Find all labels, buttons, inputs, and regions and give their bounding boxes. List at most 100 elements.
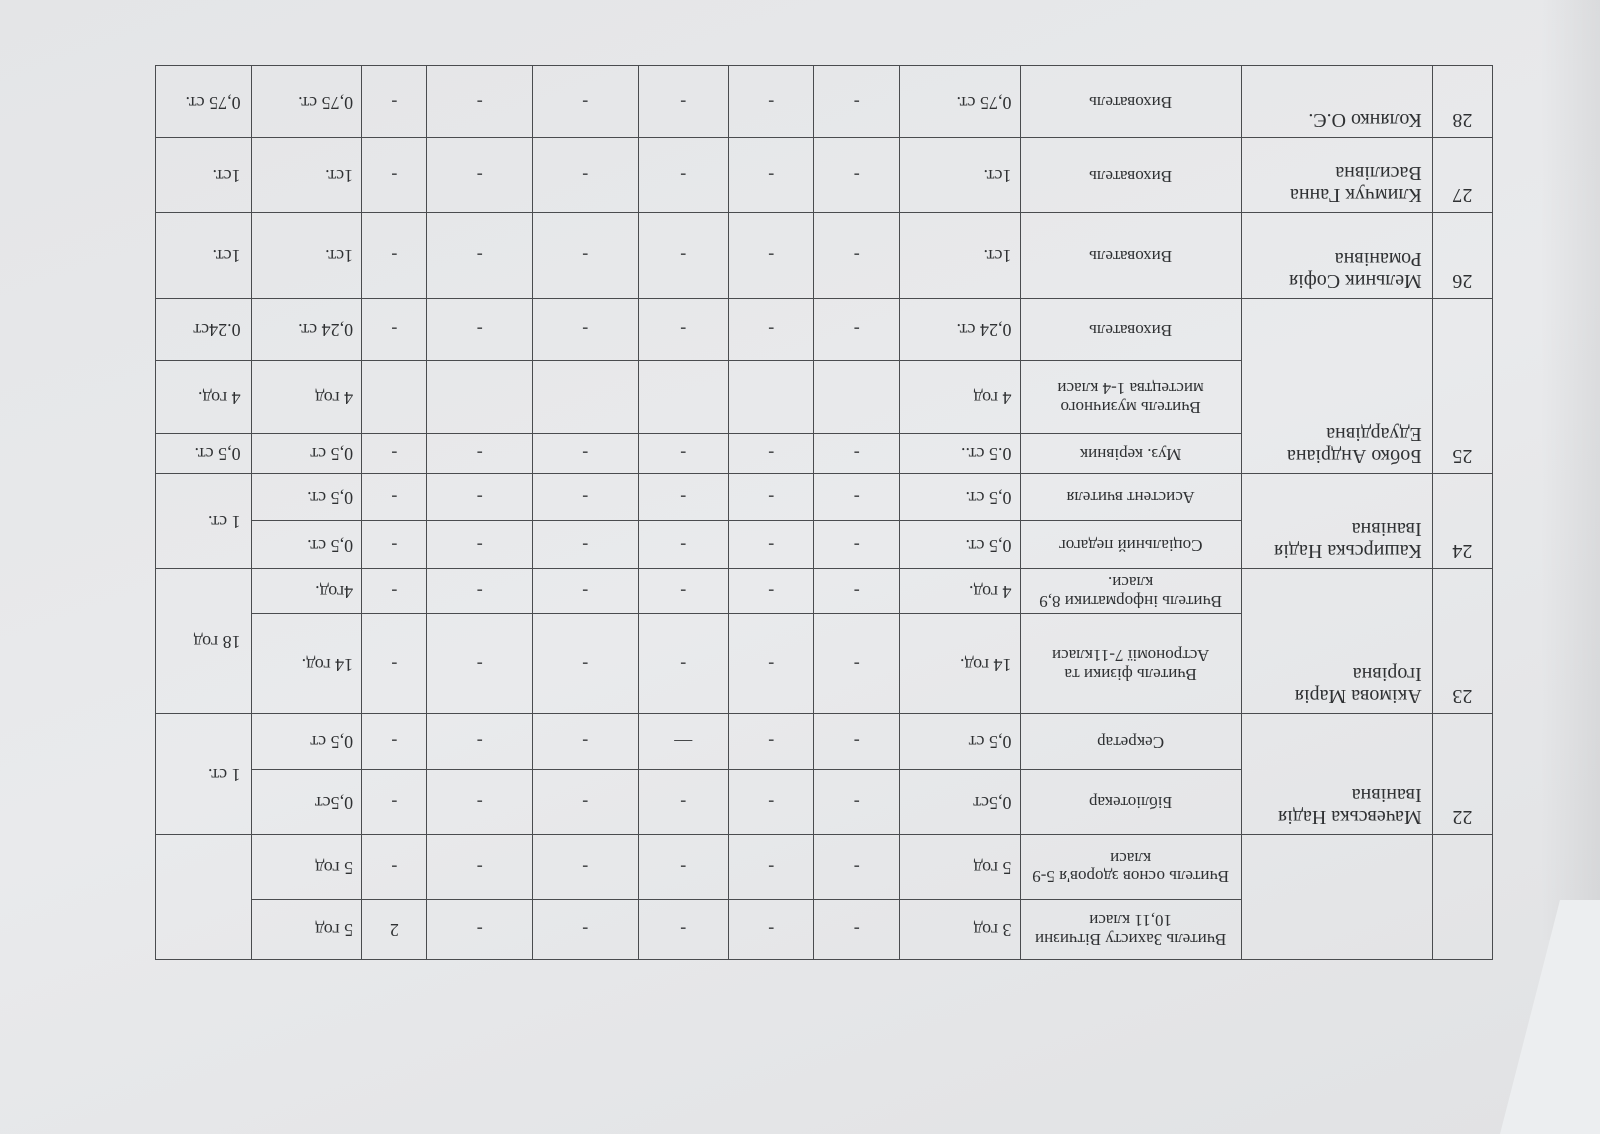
workload-cell: - bbox=[813, 713, 900, 770]
workload-cell: - bbox=[426, 613, 533, 714]
workload-cell: - bbox=[638, 613, 729, 714]
workload-cell: - bbox=[532, 473, 639, 521]
workload-cell: - bbox=[361, 769, 427, 835]
workload-cell: - bbox=[728, 473, 814, 521]
workload-cell: - bbox=[361, 137, 427, 213]
position-title: Вчитель інформатики 8,9 класи. bbox=[1020, 568, 1242, 614]
staff-workload-table: Вчитель Захисту Вітчизни 10,11 класи 3 го… bbox=[155, 65, 1493, 960]
workload-value: 4 год bbox=[899, 360, 1021, 434]
workload-cell: - bbox=[638, 298, 729, 361]
position-title: Секретар bbox=[1020, 713, 1242, 770]
workload-value: 0,5ст bbox=[899, 769, 1021, 835]
row-number: 25 bbox=[1432, 298, 1493, 474]
row-number: 26 bbox=[1432, 212, 1493, 299]
workload-cell: - bbox=[532, 433, 639, 474]
workload-cell: - bbox=[361, 65, 427, 138]
workload-value: 5 год bbox=[899, 834, 1021, 900]
table-row: 27 Климчук Ганна Василівна Вихователь 1ст. -… bbox=[155, 137, 1493, 213]
workload-cell: - bbox=[426, 713, 533, 770]
workload-cell: - bbox=[728, 520, 814, 569]
workload-cell: - bbox=[638, 568, 729, 614]
workload-cell bbox=[361, 360, 427, 434]
employee-name: Климчук Ганна Василівна bbox=[1241, 137, 1433, 213]
position-title: Соціальний педагог bbox=[1020, 520, 1242, 569]
workload-cell: - bbox=[813, 613, 900, 714]
table-row: 23 Акімова Марія Ігорівна Вчитель фізики т… bbox=[155, 568, 1493, 714]
workload-value: 0,5 ст. bbox=[899, 520, 1021, 569]
workload-cell: - bbox=[426, 137, 533, 213]
row-number: 22 bbox=[1432, 713, 1493, 835]
workload-subtotal: 4 год bbox=[251, 360, 362, 434]
workload-cell bbox=[426, 360, 533, 434]
table-row: Вчитель Захисту Вітчизни 10,11 класи 3 го… bbox=[155, 834, 1493, 960]
workload-cell: - bbox=[813, 473, 900, 521]
position-title: Вчитель Захисту Вітчизни 10,11 класи bbox=[1020, 899, 1242, 960]
workload-total bbox=[155, 834, 252, 960]
workload-cell bbox=[728, 360, 814, 434]
workload-total: 0.24ст bbox=[155, 298, 252, 361]
workload-cell: - bbox=[532, 568, 639, 614]
workload-subtotal: 0,5ст bbox=[251, 769, 362, 835]
workload-value: 0,5 ст. bbox=[899, 473, 1021, 521]
workload-subtotal: 14 год. bbox=[251, 613, 362, 714]
workload-cell: - bbox=[426, 520, 533, 569]
workload-cell: - bbox=[813, 65, 900, 138]
workload-cell: - bbox=[532, 834, 639, 900]
workload-subtotal: 0,5 ст bbox=[251, 433, 362, 474]
workload-cell: - bbox=[361, 613, 427, 714]
workload-value: 0.5 ст.. bbox=[899, 433, 1021, 474]
workload-subtotal: 0,75 ст. bbox=[251, 65, 362, 138]
staff-table-rotated: Вчитель Захисту Вітчизни 10,11 класи 3 го… bbox=[155, 65, 1493, 960]
workload-cell: - bbox=[728, 298, 814, 361]
workload-cell: - bbox=[426, 834, 533, 900]
workload-cell: 2 bbox=[361, 899, 427, 960]
workload-subtotal: 0,5 ст. bbox=[251, 473, 362, 521]
workload-cell: - bbox=[532, 613, 639, 714]
position-title: Вчитель музичного мистецтва 1-4 класи bbox=[1020, 360, 1242, 434]
workload-cell: - bbox=[532, 520, 639, 569]
workload-cell: - bbox=[532, 899, 639, 960]
position-title: Вчитель фізики та Астрономії 7-11класи bbox=[1020, 613, 1242, 714]
workload-value: 14 год. bbox=[899, 613, 1021, 714]
workload-cell: - bbox=[638, 65, 729, 138]
row-number: 28 bbox=[1432, 65, 1493, 138]
workload-cell: - bbox=[532, 769, 639, 835]
workload-cell: - bbox=[813, 433, 900, 474]
workload-subtotal: 0,5 ст. bbox=[251, 520, 362, 569]
employee-name: Каширська Надія Іванівна bbox=[1241, 473, 1433, 569]
workload-cell: - bbox=[813, 568, 900, 614]
position-title: Бібліотекар bbox=[1020, 769, 1242, 835]
workload-value: 1ст. bbox=[899, 137, 1021, 213]
table-row: 22 Мачевська Надія Іванівна Бібліотекар 0,5… bbox=[155, 713, 1493, 835]
workload-cell: — bbox=[638, 713, 729, 770]
workload-cell: - bbox=[728, 769, 814, 835]
workload-cell: - bbox=[426, 298, 533, 361]
employee-name: Мачевська Надія Іванівна bbox=[1241, 713, 1433, 835]
workload-cell: - bbox=[532, 65, 639, 138]
position-title: Вихователь bbox=[1020, 298, 1242, 361]
workload-cell: - bbox=[532, 298, 639, 361]
table-row: 25 Бобко Андріана Едуардівна Муз. керівник… bbox=[155, 298, 1493, 474]
workload-cell: - bbox=[728, 65, 814, 138]
workload-cell: - bbox=[361, 713, 427, 770]
employee-name bbox=[1241, 834, 1433, 960]
workload-cell: - bbox=[361, 834, 427, 900]
row-number: 23 bbox=[1432, 568, 1493, 714]
workload-total: 18 год bbox=[155, 568, 252, 714]
workload-total: 1ст. bbox=[155, 212, 252, 299]
workload-total: 4 год. bbox=[155, 360, 252, 434]
workload-cell: - bbox=[728, 834, 814, 900]
workload-cell: - bbox=[361, 473, 427, 521]
employee-name: Бобко Андріана Едуардівна bbox=[1241, 298, 1433, 474]
workload-cell: - bbox=[728, 899, 814, 960]
workload-cell: - bbox=[361, 212, 427, 299]
workload-cell: - bbox=[638, 899, 729, 960]
workload-total: 0,5 ст. bbox=[155, 433, 252, 474]
workload-subtotal: 5 год bbox=[251, 834, 362, 900]
workload-cell: - bbox=[426, 65, 533, 138]
workload-total: 1 ст. bbox=[155, 713, 252, 835]
workload-cell: - bbox=[532, 137, 639, 213]
workload-value: 1ст. bbox=[899, 212, 1021, 299]
workload-cell: - bbox=[638, 834, 729, 900]
workload-value: 0,24 ст. bbox=[899, 298, 1021, 361]
